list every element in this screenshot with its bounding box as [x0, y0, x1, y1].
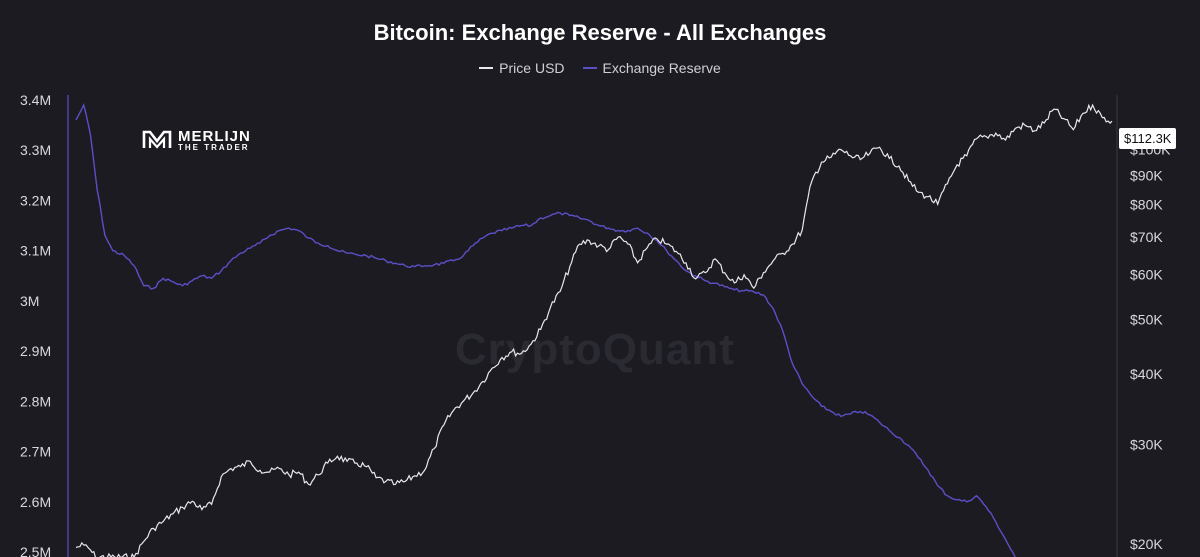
right-tick-label: $80K	[1130, 196, 1163, 212]
right-tick-label: $90K	[1130, 167, 1163, 183]
legend-swatch-price	[479, 67, 494, 69]
right-tick-label: $60K	[1130, 267, 1163, 283]
series-line-exchange-reserve	[75, 102, 1016, 557]
right-tick-label: $30K	[1130, 436, 1163, 452]
brand-m-icon	[142, 130, 172, 149]
left-tick-label: 2.6M	[20, 494, 51, 510]
legend-item-price[interactable]: Price USD	[479, 60, 565, 76]
brand-subtitle: THE TRADER	[178, 142, 250, 152]
brand-logo: MERLIJN THE TRADER	[142, 128, 251, 152]
series-line-price-usd	[75, 103, 1113, 557]
current-price-label: $112.3K	[1119, 128, 1177, 149]
brand-text: MERLIJN THE TRADER	[178, 129, 251, 152]
chart-title: Bitcoin: Exchange Reserve - All Exchange…	[373, 20, 827, 45]
left-tick-label: 2.7M	[20, 444, 51, 460]
right-tick-label: $50K	[1130, 311, 1163, 327]
right-tick-label: $20K	[1130, 536, 1163, 552]
legend-label-price: Price USD	[499, 60, 565, 76]
left-tick-label: 2.9M	[20, 343, 51, 359]
left-tick-label: 2.5M	[20, 544, 51, 557]
brand-name: MERLIJN	[178, 127, 251, 145]
right-axis-ticks: $100K$90K$80K$70K$60K$50K$40K$30K$20K	[1130, 142, 1171, 552]
legend-label-reserve: Exchange Reserve	[602, 60, 721, 76]
left-tick-label: 3.3M	[20, 142, 51, 158]
right-tick-label: $40K	[1130, 366, 1163, 382]
left-tick-label: 2.8M	[20, 393, 51, 409]
watermark-text: CryptoQuant	[455, 325, 735, 374]
right-tick-label: $70K	[1130, 229, 1163, 245]
legend-swatch-reserve	[582, 67, 597, 69]
left-tick-label: 3M	[20, 293, 39, 309]
left-tick-label: 3.4M	[20, 92, 51, 108]
left-tick-label: 3.2M	[20, 192, 51, 208]
left-axis-ticks: 3.4M 3.3M 3.2M 3.1M 3M 2.9M 2.8M 2.7M 2.6M 2.5M	[20, 92, 51, 557]
chart-legend: Price USD Exchange Reserve	[0, 60, 1200, 76]
left-tick-label: 3.1M	[20, 243, 51, 259]
legend-item-reserve[interactable]: Exchange Reserve	[582, 60, 721, 76]
